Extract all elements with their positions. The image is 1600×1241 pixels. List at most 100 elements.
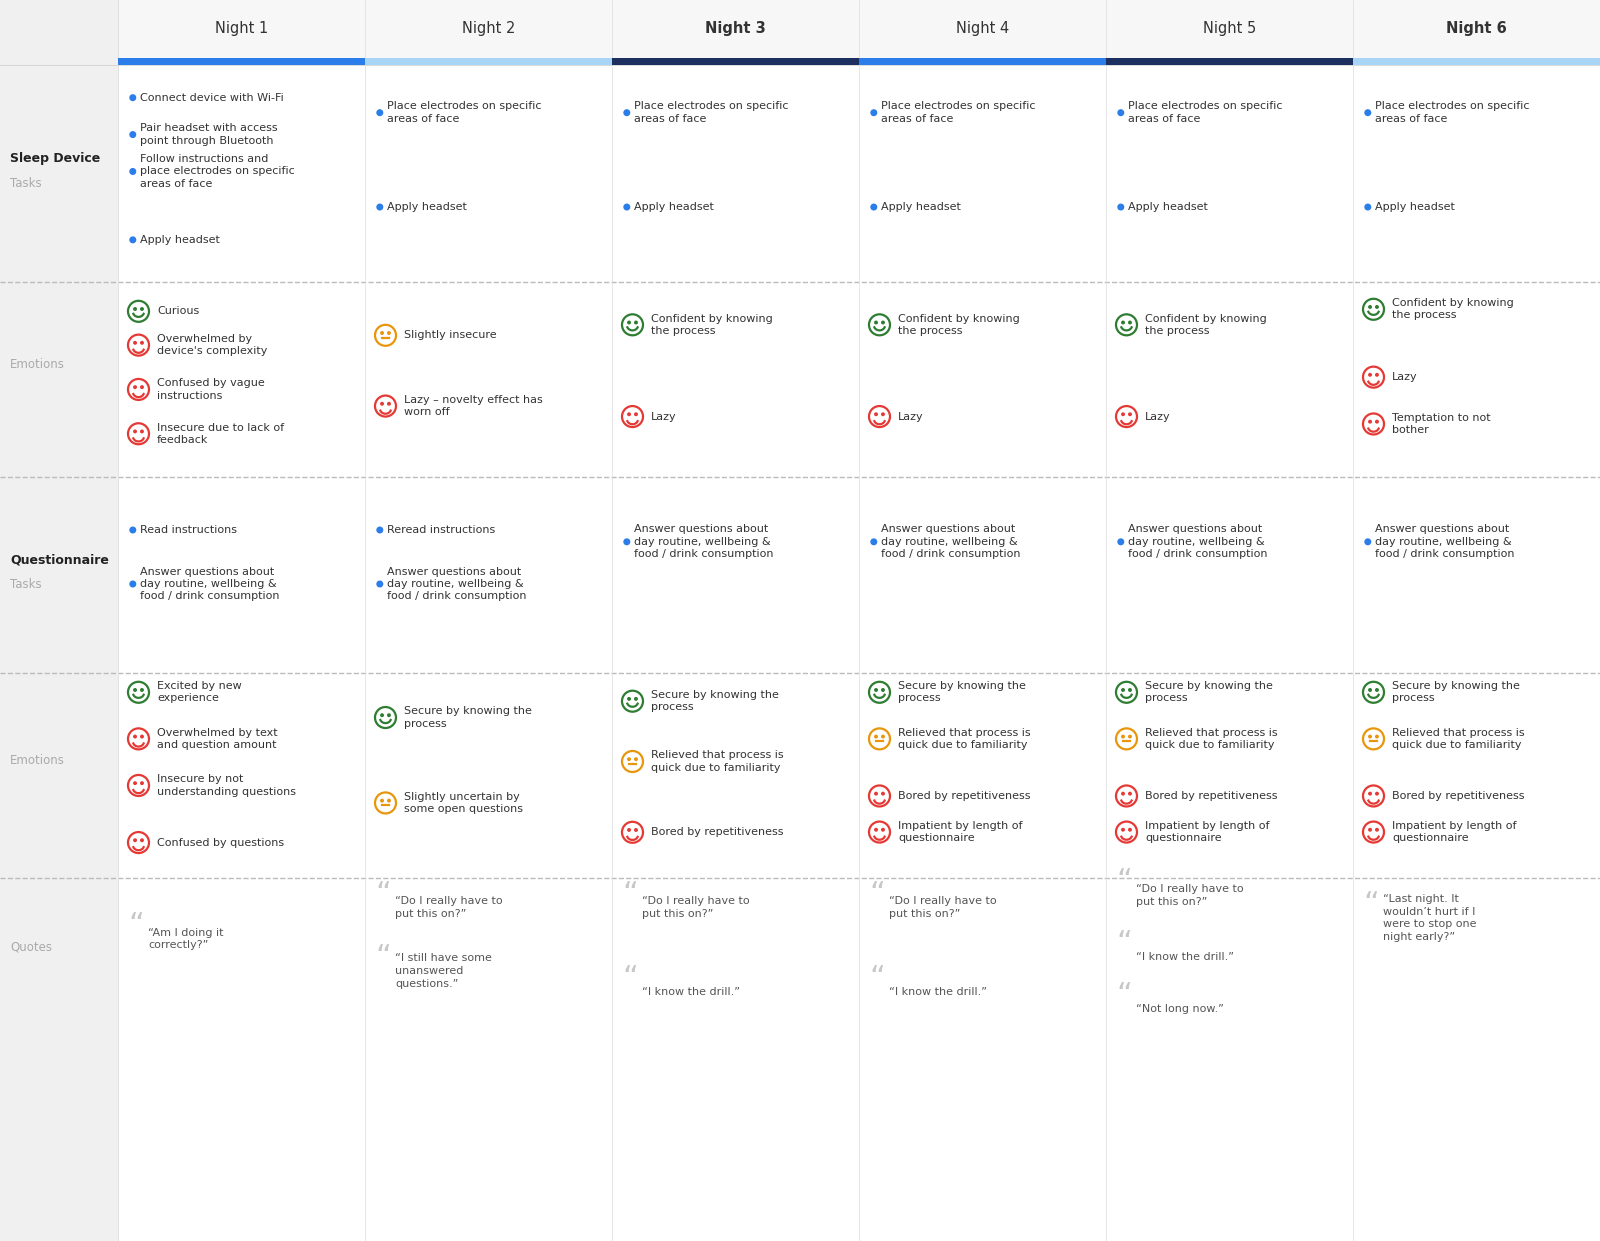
Text: Secure by knowing the
process: Secure by knowing the process bbox=[1392, 681, 1520, 704]
Text: Questionnaire: Questionnaire bbox=[10, 553, 109, 566]
Text: Secure by knowing the
process: Secure by knowing the process bbox=[651, 690, 779, 712]
Circle shape bbox=[1122, 736, 1125, 738]
Text: Confident by knowing
the process: Confident by knowing the process bbox=[1392, 298, 1514, 320]
Circle shape bbox=[1376, 421, 1378, 423]
FancyBboxPatch shape bbox=[611, 65, 859, 1241]
Text: Night 1: Night 1 bbox=[214, 21, 269, 36]
Circle shape bbox=[1122, 689, 1125, 691]
Text: Sleep Device: Sleep Device bbox=[10, 151, 101, 165]
Text: Impatient by length of
questionnaire: Impatient by length of questionnaire bbox=[898, 820, 1022, 843]
Circle shape bbox=[134, 431, 136, 433]
Circle shape bbox=[627, 321, 630, 324]
Circle shape bbox=[627, 413, 630, 416]
Circle shape bbox=[1376, 374, 1378, 376]
Text: Relieved that process is
quick due to familiarity: Relieved that process is quick due to fa… bbox=[1392, 727, 1525, 750]
Circle shape bbox=[882, 736, 885, 738]
Circle shape bbox=[134, 341, 136, 344]
Circle shape bbox=[141, 689, 144, 691]
Circle shape bbox=[378, 205, 382, 210]
Text: “Do I really have to
put this on?”: “Do I really have to put this on?” bbox=[1136, 884, 1243, 907]
Circle shape bbox=[882, 321, 885, 324]
Text: Confused by vague
instructions: Confused by vague instructions bbox=[157, 379, 264, 401]
Text: Temptation to not
bother: Temptation to not bother bbox=[1392, 413, 1491, 436]
Text: Answer questions about
day routine, wellbeing &
food / drink consumption: Answer questions about day routine, well… bbox=[387, 567, 526, 602]
Text: Emotions: Emotions bbox=[10, 359, 66, 371]
Circle shape bbox=[381, 331, 384, 334]
Circle shape bbox=[627, 829, 630, 831]
Text: Bored by repetitiveness: Bored by repetitiveness bbox=[1146, 791, 1277, 800]
Text: Apply headset: Apply headset bbox=[387, 202, 467, 212]
Circle shape bbox=[1122, 321, 1125, 324]
Circle shape bbox=[130, 94, 136, 101]
Text: “: “ bbox=[1117, 930, 1131, 958]
Text: “: “ bbox=[374, 943, 390, 972]
Circle shape bbox=[387, 331, 390, 334]
Text: Answer questions about
day routine, wellbeing &
food / drink consumption: Answer questions about day routine, well… bbox=[141, 567, 280, 602]
Circle shape bbox=[1128, 321, 1131, 324]
Text: “: “ bbox=[622, 880, 638, 908]
Circle shape bbox=[1376, 689, 1378, 691]
FancyBboxPatch shape bbox=[859, 65, 1106, 1241]
Circle shape bbox=[635, 697, 637, 700]
Text: Place electrodes on specific
areas of face: Place electrodes on specific areas of fa… bbox=[882, 102, 1035, 124]
Text: “I know the drill.”: “I know the drill.” bbox=[1136, 952, 1234, 962]
Text: Insecure by not
understanding questions: Insecure by not understanding questions bbox=[157, 774, 296, 797]
Text: “Not long now.”: “Not long now.” bbox=[1136, 1004, 1224, 1014]
Circle shape bbox=[130, 132, 136, 138]
Circle shape bbox=[875, 689, 877, 691]
Text: Impatient by length of
questionnaire: Impatient by length of questionnaire bbox=[1392, 820, 1517, 843]
Text: “: “ bbox=[374, 880, 390, 908]
Text: Apply headset: Apply headset bbox=[1128, 202, 1208, 212]
Text: Secure by knowing the
process: Secure by knowing the process bbox=[898, 681, 1026, 704]
Text: Confident by knowing
the process: Confident by knowing the process bbox=[1146, 314, 1267, 336]
FancyBboxPatch shape bbox=[365, 58, 613, 65]
Circle shape bbox=[1365, 110, 1371, 115]
Circle shape bbox=[141, 736, 144, 738]
Circle shape bbox=[134, 839, 136, 841]
Circle shape bbox=[130, 237, 136, 243]
Text: Bored by repetitiveness: Bored by repetitiveness bbox=[651, 828, 784, 838]
Text: “: “ bbox=[1117, 980, 1131, 1010]
Text: Night 3: Night 3 bbox=[706, 21, 766, 36]
Text: Place electrodes on specific
areas of face: Place electrodes on specific areas of fa… bbox=[1128, 102, 1283, 124]
Circle shape bbox=[882, 413, 885, 416]
Text: Answer questions about
day routine, wellbeing &
food / drink consumption: Answer questions about day routine, well… bbox=[634, 525, 773, 560]
Circle shape bbox=[1128, 689, 1131, 691]
Text: “: “ bbox=[1117, 867, 1131, 896]
Circle shape bbox=[1122, 829, 1125, 831]
Circle shape bbox=[635, 758, 637, 761]
FancyBboxPatch shape bbox=[365, 65, 613, 1241]
Circle shape bbox=[624, 539, 629, 545]
Circle shape bbox=[387, 799, 390, 802]
Text: Quotes: Quotes bbox=[10, 941, 51, 954]
Circle shape bbox=[134, 782, 136, 784]
FancyBboxPatch shape bbox=[859, 58, 1106, 65]
Text: Place electrodes on specific
areas of face: Place electrodes on specific areas of fa… bbox=[634, 102, 789, 124]
Text: Night 2: Night 2 bbox=[462, 21, 515, 36]
Circle shape bbox=[130, 527, 136, 532]
Text: “Last night. It
wouldn’t hurt if I
were to stop one
night early?”: “Last night. It wouldn’t hurt if I were … bbox=[1382, 894, 1477, 942]
Circle shape bbox=[870, 110, 877, 115]
Text: “: “ bbox=[622, 964, 638, 993]
Text: “Am I doing it
correctly?”: “Am I doing it correctly?” bbox=[147, 927, 224, 951]
Text: Confused by questions: Confused by questions bbox=[157, 838, 285, 848]
Circle shape bbox=[627, 758, 630, 761]
Circle shape bbox=[1376, 736, 1378, 738]
Circle shape bbox=[141, 839, 144, 841]
Text: Apply headset: Apply headset bbox=[634, 202, 714, 212]
Text: Night 4: Night 4 bbox=[955, 21, 1010, 36]
FancyBboxPatch shape bbox=[1106, 65, 1354, 1241]
Circle shape bbox=[627, 697, 630, 700]
Text: Pair headset with access
point through Bluetooth: Pair headset with access point through B… bbox=[141, 123, 278, 145]
Circle shape bbox=[1118, 205, 1123, 210]
Circle shape bbox=[387, 714, 390, 716]
Circle shape bbox=[882, 793, 885, 795]
FancyBboxPatch shape bbox=[1354, 58, 1600, 65]
Circle shape bbox=[1368, 736, 1371, 738]
Text: Answer questions about
day routine, wellbeing &
food / drink consumption: Answer questions about day routine, well… bbox=[882, 525, 1021, 560]
Circle shape bbox=[1368, 421, 1371, 423]
Text: “: “ bbox=[869, 964, 885, 993]
FancyBboxPatch shape bbox=[1106, 58, 1354, 65]
Text: Lazy: Lazy bbox=[1146, 412, 1171, 422]
Text: Slightly insecure: Slightly insecure bbox=[403, 330, 496, 340]
